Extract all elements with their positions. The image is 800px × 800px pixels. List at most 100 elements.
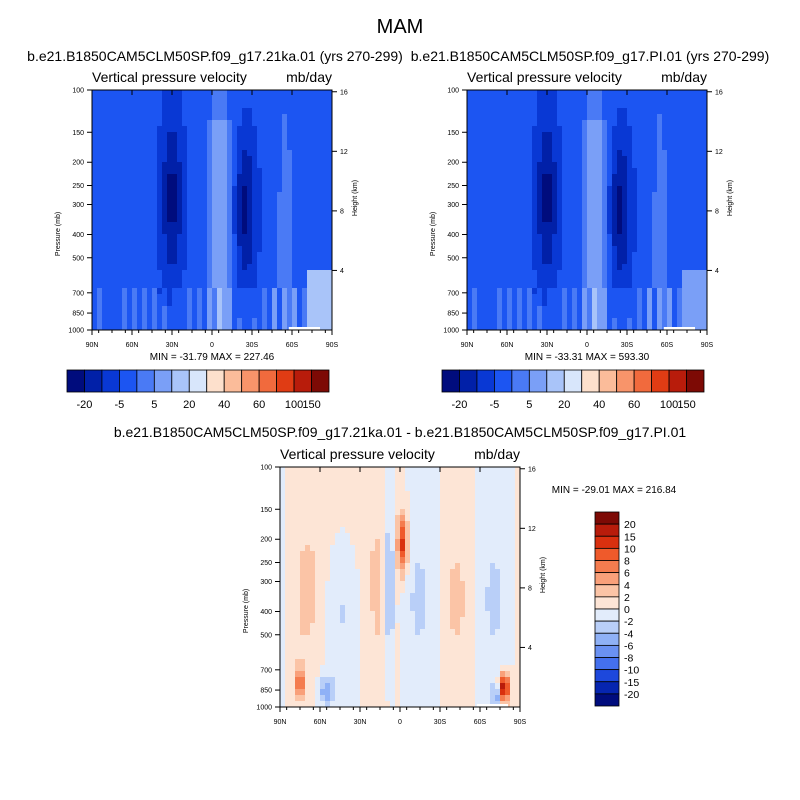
min-max-stats: MIN = -29.01 MAX = 216.84 (552, 485, 677, 496)
colorbar-label: 10 (624, 543, 636, 555)
y-tick-label: 700 (72, 290, 84, 297)
y-tick-label: 250 (447, 183, 459, 190)
colorbar-label: 5 (151, 399, 157, 411)
colorbar-label: -20 (452, 399, 468, 411)
colorbar-box (171, 369, 190, 393)
x-tick-label: 30S (434, 719, 447, 726)
contour-field (280, 467, 520, 707)
panel-title: b.e21.B1850CAM5CLM50SP.f09_g17.PI.01 (yr… (411, 48, 770, 64)
y-right-axis-label: Height (km) (540, 557, 547, 593)
y-right-tick-label: 12 (340, 149, 348, 156)
y-tick-label: 1000 (256, 705, 272, 712)
y-right-tick-label: 4 (715, 268, 719, 275)
colorbar-box (594, 547, 620, 561)
y-tick-label: 1000 (68, 328, 84, 335)
colorbar-box (276, 369, 295, 393)
y-tick-label: 100 (260, 465, 272, 472)
colorbar-label: -20 (624, 689, 639, 701)
colorbar-box (594, 608, 620, 622)
contour-field (467, 90, 707, 330)
x-tick-label: 60S (286, 342, 299, 349)
x-tick-label: 60N (126, 342, 139, 349)
left-string: Vertical pressure velocity (92, 69, 247, 85)
colorbar-box (476, 369, 495, 393)
y-tick-label: 100 (447, 88, 459, 95)
colorbar-box (258, 369, 277, 393)
y-tick-label: 150 (72, 130, 84, 137)
colorbar-label: -5 (115, 399, 125, 411)
colorbar-label: 8 (624, 556, 630, 568)
colorbar-label: 40 (218, 399, 230, 411)
colorbar-label: -10 (624, 665, 639, 677)
colorbar-label: 5 (526, 399, 532, 411)
x-tick-label: 0 (398, 719, 402, 726)
colorbar-box (528, 369, 548, 393)
plot-panel-2: b.e21.B1850CAM5CLM50SP.f09_g17.PI.01 (yr… (411, 48, 770, 363)
x-tick-label: 90N (461, 342, 474, 349)
contour-field (92, 90, 332, 330)
plot-panel-1: b.e21.B1850CAM5CLM50SP.f09_g17.21ka.01 (… (27, 48, 403, 363)
x-tick-label: 30S (246, 342, 259, 349)
colorbar-box (594, 669, 620, 683)
colorbar-box (188, 369, 208, 393)
y-tick-label: 150 (447, 130, 459, 137)
min-max-stats: MIN = -31.79 MAX = 227.46 (150, 352, 275, 363)
y-tick-label: 100 (72, 88, 84, 95)
colorbar-box (594, 584, 620, 598)
colorbar-box (594, 560, 620, 574)
y-right-tick-label: 16 (715, 89, 723, 96)
colorbar-box (594, 535, 620, 549)
colorbar-box (594, 644, 620, 658)
colorbar-label: 6 (624, 568, 630, 580)
y-tick-label: 250 (260, 560, 272, 567)
colorbar-2: -20 -5 5 20 40 60 100 150 (441, 369, 705, 411)
colorbar-box (223, 369, 243, 393)
colorbar-label: 4 (624, 580, 630, 592)
colorbar-box (459, 369, 478, 393)
y-tick-label: 850 (447, 311, 459, 318)
right-string: mb/day (474, 446, 520, 462)
y-right-axis-label: Height (km) (352, 180, 359, 216)
x-tick-label: 30N (541, 342, 554, 349)
colorbar-box (651, 369, 670, 393)
colorbar-label: -15 (624, 677, 639, 689)
colorbar-box (511, 369, 530, 393)
y-tick-label: 300 (447, 202, 459, 209)
colorbar-box (84, 369, 103, 393)
x-tick-label: 30N (166, 342, 179, 349)
y-tick-label: 400 (447, 232, 459, 239)
colorbar-box (594, 681, 620, 695)
colorbar-box (101, 369, 120, 393)
colorbar-label: -4 (624, 628, 633, 640)
colorbar-label: 100 (285, 399, 303, 411)
x-tick-label: 90N (86, 342, 99, 349)
colorbar-box (546, 369, 565, 393)
colorbar-label: 60 (253, 399, 265, 411)
y-tick-label: 500 (260, 632, 272, 639)
x-tick-label: 0 (585, 342, 589, 349)
topography-mask (288, 327, 320, 330)
topography-mask (476, 704, 508, 707)
right-string: mb/day (661, 69, 707, 85)
colorbar-box (493, 369, 513, 393)
colorbar-label: -6 (624, 640, 633, 652)
colorbar-box (293, 369, 312, 393)
panel-title: b.e21.B1850CAM5CLM50SP.f09_g17.21ka.01 (… (27, 48, 403, 64)
colorbar-label: 20 (183, 399, 195, 411)
y-tick-label: 300 (72, 202, 84, 209)
colorbar-box (598, 369, 618, 393)
colorbar-box (686, 369, 705, 393)
left-string: Vertical pressure velocity (467, 69, 622, 85)
colorbar-1: -20 -5 5 20 40 60 100 150 (66, 369, 330, 411)
colorbar-box (594, 693, 620, 707)
y-tick-label: 200 (260, 537, 272, 544)
x-tick-label: 90S (326, 342, 339, 349)
y-right-axis-label: Height (km) (727, 180, 734, 216)
colorbar-box (66, 369, 85, 393)
colorbar-box (136, 369, 155, 393)
x-tick-label: 90S (514, 719, 527, 726)
colorbar-label: 20 (558, 399, 570, 411)
x-tick-label: 0 (210, 342, 214, 349)
y-tick-label: 500 (72, 255, 84, 262)
y-right-tick-label: 16 (528, 466, 536, 473)
